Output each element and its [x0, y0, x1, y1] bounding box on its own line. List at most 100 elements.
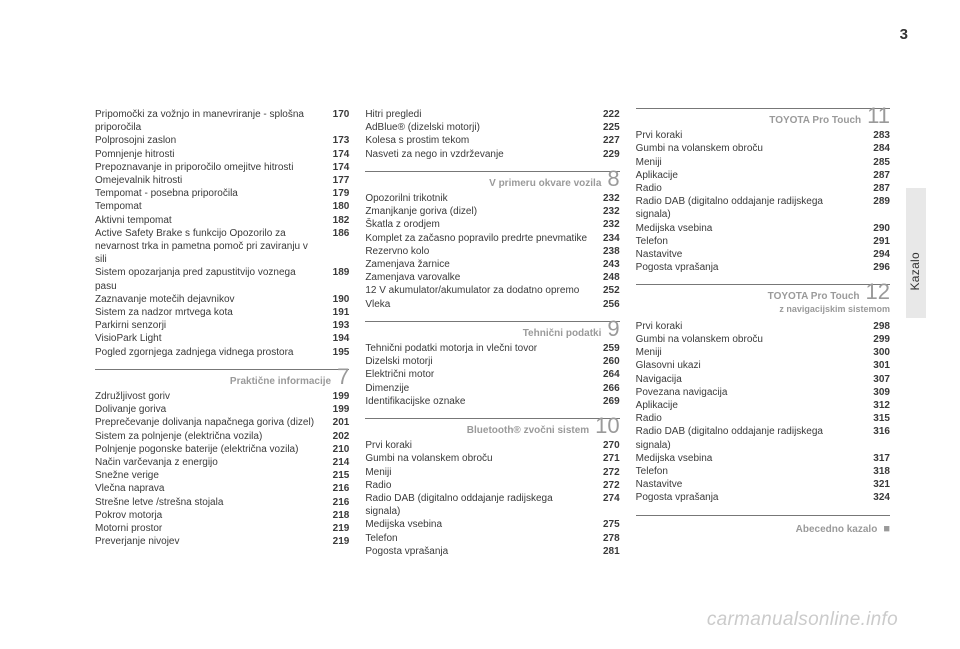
- section-number: 9: [607, 318, 619, 340]
- section-number: 7: [337, 366, 349, 388]
- toc-section: Abecedno kazalo■: [636, 515, 890, 540]
- toc-entry-label: Nastavitve: [636, 478, 864, 491]
- toc-entry-page: 290: [864, 222, 890, 235]
- toc-entry: Strešne letve /strešna stojala216: [95, 496, 349, 509]
- toc-entry-page: 316: [864, 425, 890, 438]
- toc-entry-label: VisioPark Light: [95, 332, 323, 345]
- toc-entry: Gumbi na volanskem obroču299: [636, 333, 890, 346]
- toc-entry-label: Škatla z orodjem: [365, 218, 593, 231]
- toc-entry-page: 225: [594, 121, 620, 134]
- section-header: Praktične informacije 7: [95, 369, 349, 388]
- toc-entry-page: 285: [864, 156, 890, 169]
- toc-entry: Nastavitve321: [636, 478, 890, 491]
- toc-entry-label: Gumbi na volanskem obroču: [636, 333, 864, 346]
- toc-entry-page: 174: [323, 148, 349, 161]
- toc-entry-page: 214: [323, 456, 349, 469]
- toc-entry-page: 309: [864, 386, 890, 399]
- toc-column: TOYOTA Pro Touch11Prvi koraki283Gumbi na…: [636, 108, 890, 619]
- toc-entry: Vlečna naprava216: [95, 482, 349, 495]
- toc-entry-label: Polnjenje pogonske baterije (električna …: [95, 443, 323, 456]
- toc-entry-label: Radio DAB (digitalno oddajanje radijskeg…: [636, 425, 864, 451]
- toc-entry: Omejevalnik hitrosti177: [95, 174, 349, 187]
- toc-entry-page: 177: [323, 174, 349, 187]
- toc-entry-label: Hitri pregledi: [365, 108, 593, 121]
- toc-entry-label: Zamenjava varovalke: [365, 271, 593, 284]
- toc-entry: Medijska vsebina317: [636, 452, 890, 465]
- toc-entry: Kolesa s prostim tekom227: [365, 134, 619, 147]
- toc-entry-label: Prepoznavanje in priporočilo omejitve hi…: [95, 161, 323, 174]
- toc-entry-label: Radio: [636, 182, 864, 195]
- toc-entry-label: Prvi koraki: [365, 439, 593, 452]
- toc-entry-page: 256: [594, 298, 620, 311]
- toc-entry-label: Povezana navigacija: [636, 386, 864, 399]
- toc-entry-label: Navigacija: [636, 373, 864, 386]
- section-title: TOYOTA Pro Touch: [769, 114, 861, 127]
- toc-entry: Opozorilni trikotnik232: [365, 192, 619, 205]
- toc-entry-label: Prvi koraki: [636, 320, 864, 333]
- toc-entry-label: Active Safety Brake s funkcijo Opozorilo…: [95, 227, 323, 267]
- toc-entry-label: Medijska vsebina: [636, 222, 864, 235]
- toc-entry-page: 278: [594, 532, 620, 545]
- toc-entry: Dizelski motorji260: [365, 355, 619, 368]
- section-header: TOYOTA Pro Touch11: [636, 108, 890, 127]
- toc-entry: Meniji300: [636, 346, 890, 359]
- toc-entry-page: 215: [323, 469, 349, 482]
- toc-entry-label: Nasveti za nego in vzdrževanje: [365, 148, 593, 161]
- section-title: Praktične informacije: [230, 375, 331, 388]
- toc-entry-label: Opozorilni trikotnik: [365, 192, 593, 205]
- toc-entry: Identifikacijske oznake269: [365, 395, 619, 408]
- toc-entry-label: Sistem za nadzor mrtvega kota: [95, 306, 323, 319]
- toc-entry: Telefon318: [636, 465, 890, 478]
- toc-entry: VisioPark Light194: [95, 332, 349, 345]
- toc-entry: 12 V akumulator/akumulator za dodatno op…: [365, 284, 619, 297]
- toc-entry-page: 315: [864, 412, 890, 425]
- toc-entry-page: 289: [864, 195, 890, 208]
- toc-entry: Prvi koraki270: [365, 439, 619, 452]
- section-header: V primeru okvare vozila8: [365, 171, 619, 190]
- toc-entry-page: 199: [323, 390, 349, 403]
- toc-entry-page: 299: [864, 333, 890, 346]
- toc-entry-label: Pokrov motorja: [95, 509, 323, 522]
- toc-entry-page: 227: [594, 134, 620, 147]
- toc-entry-page: 298: [864, 320, 890, 333]
- toc-entry: Snežne verige215: [95, 469, 349, 482]
- toc-entry-page: 229: [594, 148, 620, 161]
- toc-entry: Škatla z orodjem232: [365, 218, 619, 231]
- toc-entry: Radio272: [365, 479, 619, 492]
- toc-entry-label: Glasovni ukazi: [636, 359, 864, 372]
- toc-entry-label: Zaznavanje motečih dejavnikov: [95, 293, 323, 306]
- toc-entry: Zmanjkanje goriva (dizel)232: [365, 205, 619, 218]
- toc-content: Pripomočki za vožnjo in manevriranje - s…: [95, 108, 890, 619]
- toc-entry: Dolivanje goriva199: [95, 403, 349, 416]
- toc-entry-label: Sistem za polnjenje (električna vozila): [95, 430, 323, 443]
- toc-entry: Preverjanje nivojev219: [95, 535, 349, 548]
- toc-entry-label: Združljivost goriv: [95, 390, 323, 403]
- section-title: V primeru okvare vozila: [489, 177, 601, 190]
- toc-entry-label: Pomnjenje hitrosti: [95, 148, 323, 161]
- toc-entry-label: Radio DAB (digitalno oddajanje radijskeg…: [365, 492, 593, 518]
- section-number: 12: [866, 281, 890, 303]
- toc-entry: Zamenjava varovalke248: [365, 271, 619, 284]
- toc-entry: Tempomat - posebna priporočila179: [95, 187, 349, 200]
- toc-entry: Parkirni senzorji193: [95, 319, 349, 332]
- toc-entry-label: 12 V akumulator/akumulator za dodatno op…: [365, 284, 593, 297]
- toc-entry: Dimenzije266: [365, 382, 619, 395]
- toc-entry: Radio DAB (digitalno oddajanje radijskeg…: [636, 195, 890, 221]
- section-title: Tehnični podatki: [523, 327, 602, 340]
- toc-entry: Preprečevanje dolivanja napačnega goriva…: [95, 416, 349, 429]
- toc-entry: Hitri pregledi222: [365, 108, 619, 121]
- toc-entry-label: Pogled zgornjega zadnjega vidnega prosto…: [95, 346, 323, 359]
- toc-entry: Radio315: [636, 412, 890, 425]
- page-number: 3: [900, 26, 908, 43]
- toc-entry-label: Pogosta vprašanja: [636, 491, 864, 504]
- toc-entry-page: 287: [864, 182, 890, 195]
- section-header: Bluetooth® zvočni sistem10: [365, 418, 619, 437]
- toc-entry: Prepoznavanje in priporočilo omejitve hi…: [95, 161, 349, 174]
- toc-entry-page: 232: [594, 218, 620, 231]
- toc-entry-page: 189: [323, 266, 349, 279]
- toc-entry-page: 222: [594, 108, 620, 121]
- watermark: carmanualsonline.info: [707, 609, 898, 631]
- toc-entry-page: 182: [323, 214, 349, 227]
- toc-entry-page: 271: [594, 452, 620, 465]
- toc-entry-page: 252: [594, 284, 620, 297]
